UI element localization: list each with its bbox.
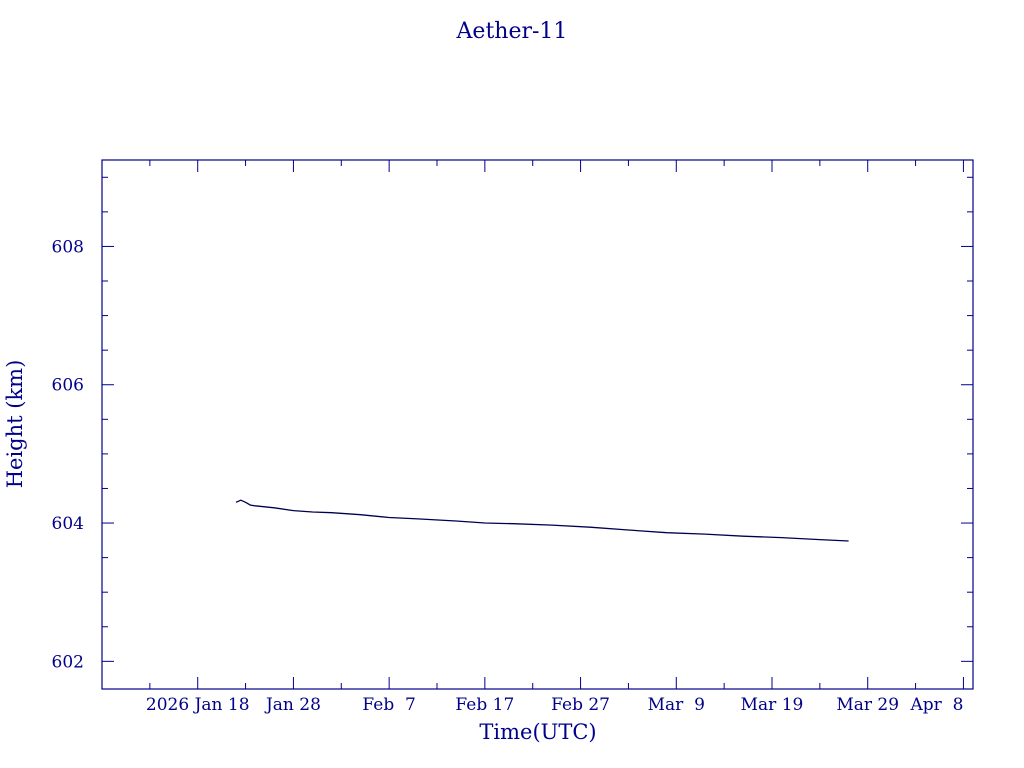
plot-frame (101, 159, 974, 690)
x-tick-label: Feb 7 (362, 695, 415, 715)
x-tick-label: Mar 9 (648, 695, 705, 715)
x-tick-label: 2026 Jan 18 (146, 695, 250, 715)
chart-title: Aether-11 (456, 19, 568, 44)
x-axis-label: Time(UTC) (479, 720, 596, 744)
y-tick-labels: 602 604 606 608 (52, 237, 84, 672)
x-tick-label: Feb 17 (455, 695, 514, 715)
axis-ticks (101, 160, 973, 689)
y-axis-label: Height (km) (3, 360, 27, 489)
series-line (235, 499, 849, 542)
x-tick-labels: 2026 Jan 18 Jan 28 Feb 7 Feb 17 Feb 27 Mar 9 M… (146, 695, 964, 715)
x-tick-label: Mar 19 (741, 695, 804, 715)
x-tick-label: Mar 29 (836, 695, 899, 715)
y-tick-label: 604 (52, 514, 84, 534)
series-group (235, 499, 849, 542)
y-tick-label: 606 (52, 376, 84, 396)
x-tick-label: Feb 27 (551, 695, 610, 715)
x-tick-label: Apr 8 (910, 695, 964, 715)
y-tick-label: 602 (52, 652, 84, 672)
x-tick-label: Jan 28 (264, 695, 321, 715)
y-tick-label: 608 (52, 237, 84, 257)
